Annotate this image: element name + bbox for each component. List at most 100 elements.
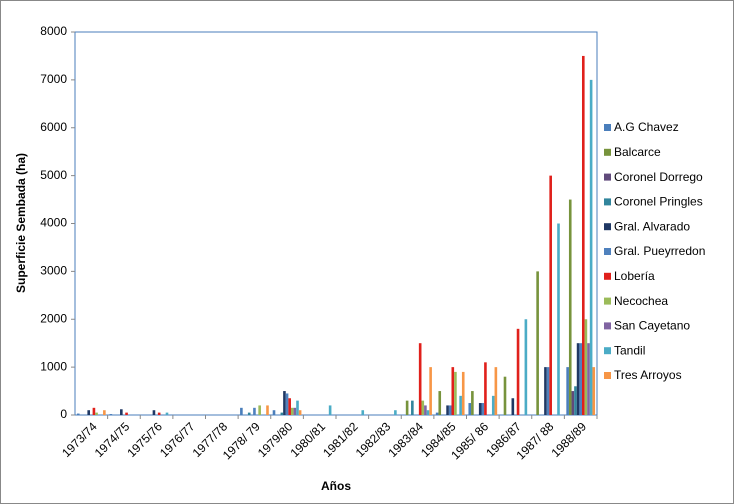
bar [435, 412, 439, 415]
bar [272, 410, 276, 415]
bar [296, 400, 299, 415]
legend-label: Gral. Pueyrredon [614, 244, 705, 258]
bar [574, 386, 577, 415]
bar [418, 343, 422, 415]
bar [266, 405, 269, 415]
bar [448, 405, 452, 415]
y-tick-label: 0 [60, 407, 67, 421]
bar [587, 343, 590, 415]
bar [571, 391, 575, 415]
y-tick-label: 2000 [40, 311, 67, 325]
bar [568, 199, 572, 415]
legend-label: Lobería [614, 269, 655, 283]
y-tick-label: 6000 [40, 120, 67, 134]
bar [293, 407, 297, 415]
bar [92, 407, 96, 415]
bar [451, 367, 455, 415]
bar [152, 410, 156, 415]
bar [468, 403, 472, 415]
bar [288, 398, 291, 415]
legend-label: A.G Chavez [614, 120, 679, 134]
bar [546, 367, 550, 415]
bar [240, 407, 243, 415]
bar [589, 79, 593, 415]
bar [157, 412, 161, 415]
bar [253, 407, 256, 415]
y-tick-label: 7000 [40, 72, 67, 86]
legend-label: Tres Arroyos [614, 368, 682, 382]
bar [566, 367, 569, 415]
bar [76, 413, 80, 415]
bar [446, 405, 449, 415]
bar [125, 412, 128, 415]
bar [557, 223, 560, 415]
legend-swatch [604, 148, 611, 156]
bar [438, 391, 442, 415]
bar [459, 395, 462, 415]
bar [424, 405, 427, 415]
legend-label: Gral. Alvarado [614, 219, 690, 233]
y-tick-label: 4000 [40, 216, 67, 230]
bar [394, 410, 397, 415]
legend-label: Balcarce [614, 145, 661, 159]
bar [592, 367, 596, 415]
bar [471, 391, 474, 415]
y-tick-label: 1000 [40, 359, 67, 373]
bar [109, 414, 113, 415]
bar [461, 371, 465, 415]
bar [87, 410, 91, 415]
bar [328, 405, 332, 415]
bar [421, 400, 425, 415]
y-tick-label: 3000 [40, 264, 67, 278]
legend-label: San Cayetano [614, 319, 690, 333]
bar [95, 412, 98, 415]
bar [258, 405, 261, 415]
bar [503, 376, 507, 415]
bar [405, 400, 409, 415]
bar [549, 175, 552, 415]
legend-swatch [604, 223, 611, 231]
bar [576, 343, 580, 415]
legend-label: Tandil [614, 343, 645, 357]
bar [283, 391, 286, 415]
bar [478, 403, 482, 415]
bar [429, 367, 432, 415]
bar [298, 410, 302, 415]
bar [516, 328, 520, 415]
bar [280, 412, 284, 415]
legend-label: Coronel Pringles [614, 195, 703, 209]
bar [120, 409, 123, 415]
legend-swatch [604, 297, 611, 305]
legend-swatch [604, 173, 611, 181]
bar [285, 393, 289, 415]
legend-label: Necochea [614, 294, 668, 308]
bar [579, 343, 582, 415]
legend-swatch [604, 347, 611, 355]
bar [247, 412, 251, 415]
bar [536, 271, 539, 415]
bar [165, 412, 169, 415]
bar [544, 367, 547, 415]
bar [494, 367, 498, 415]
bar [103, 410, 106, 415]
legend-swatch [604, 124, 611, 131]
legend-swatch [604, 272, 611, 280]
bar [290, 407, 294, 415]
bar [454, 371, 457, 415]
bar [484, 362, 487, 415]
legend-swatch [604, 198, 611, 206]
bar [481, 403, 485, 415]
y-axis-label: Superficie Sembada (ha) [14, 153, 28, 293]
bar [581, 55, 585, 415]
bar [411, 400, 414, 415]
bar [491, 395, 495, 415]
y-tick-label: 5000 [40, 168, 67, 182]
y-tick-label: 8000 [40, 24, 67, 38]
bar [584, 319, 588, 415]
legend-swatch [604, 322, 611, 330]
legend-swatch [604, 248, 611, 255]
bar [361, 410, 365, 415]
x-axis-label: Años [321, 479, 351, 493]
bar [426, 410, 430, 415]
